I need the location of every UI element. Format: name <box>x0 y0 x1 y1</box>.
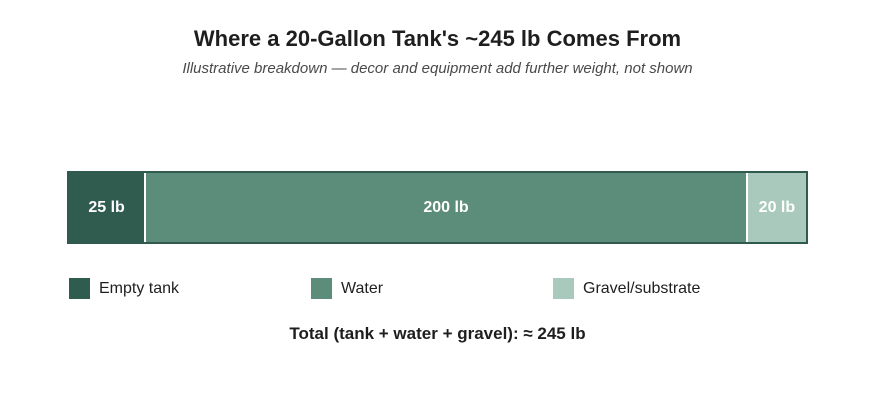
legend-item-water: Water <box>311 278 383 299</box>
chart-title: Where a 20-Gallon Tank's ~245 lb Comes F… <box>193 26 682 51</box>
legend-swatch-water <box>311 278 332 299</box>
legend-label-empty-tank: Empty tank <box>99 279 180 297</box>
bar-segment-empty-tank: 25 lb <box>69 173 145 242</box>
legend-label-gravel: Gravel/substrate <box>583 279 701 297</box>
stacked-bar: 25 lb 200 lb 20 lb <box>67 171 808 244</box>
legend-swatch-empty-tank <box>69 278 90 299</box>
chart-subtitle: Illustrative breakdown — decor and equip… <box>182 60 693 77</box>
legend-item-gravel: Gravel/substrate <box>553 278 700 299</box>
legend-label-water: Water <box>341 279 384 297</box>
bar-label-gravel: 20 lb <box>758 198 796 216</box>
bar-segment-water: 200 lb <box>144 173 746 242</box>
bar-segment-gravel: 20 lb <box>745 173 806 242</box>
bar-label-empty-tank: 25 lb <box>88 198 125 216</box>
bar-label-water: 200 lb <box>423 198 469 216</box>
legend-item-empty-tank: Empty tank <box>69 278 179 299</box>
total-label: Total (tank + water + gravel): ≈ 245 lb <box>289 324 586 343</box>
legend-swatch-gravel <box>553 278 574 299</box>
